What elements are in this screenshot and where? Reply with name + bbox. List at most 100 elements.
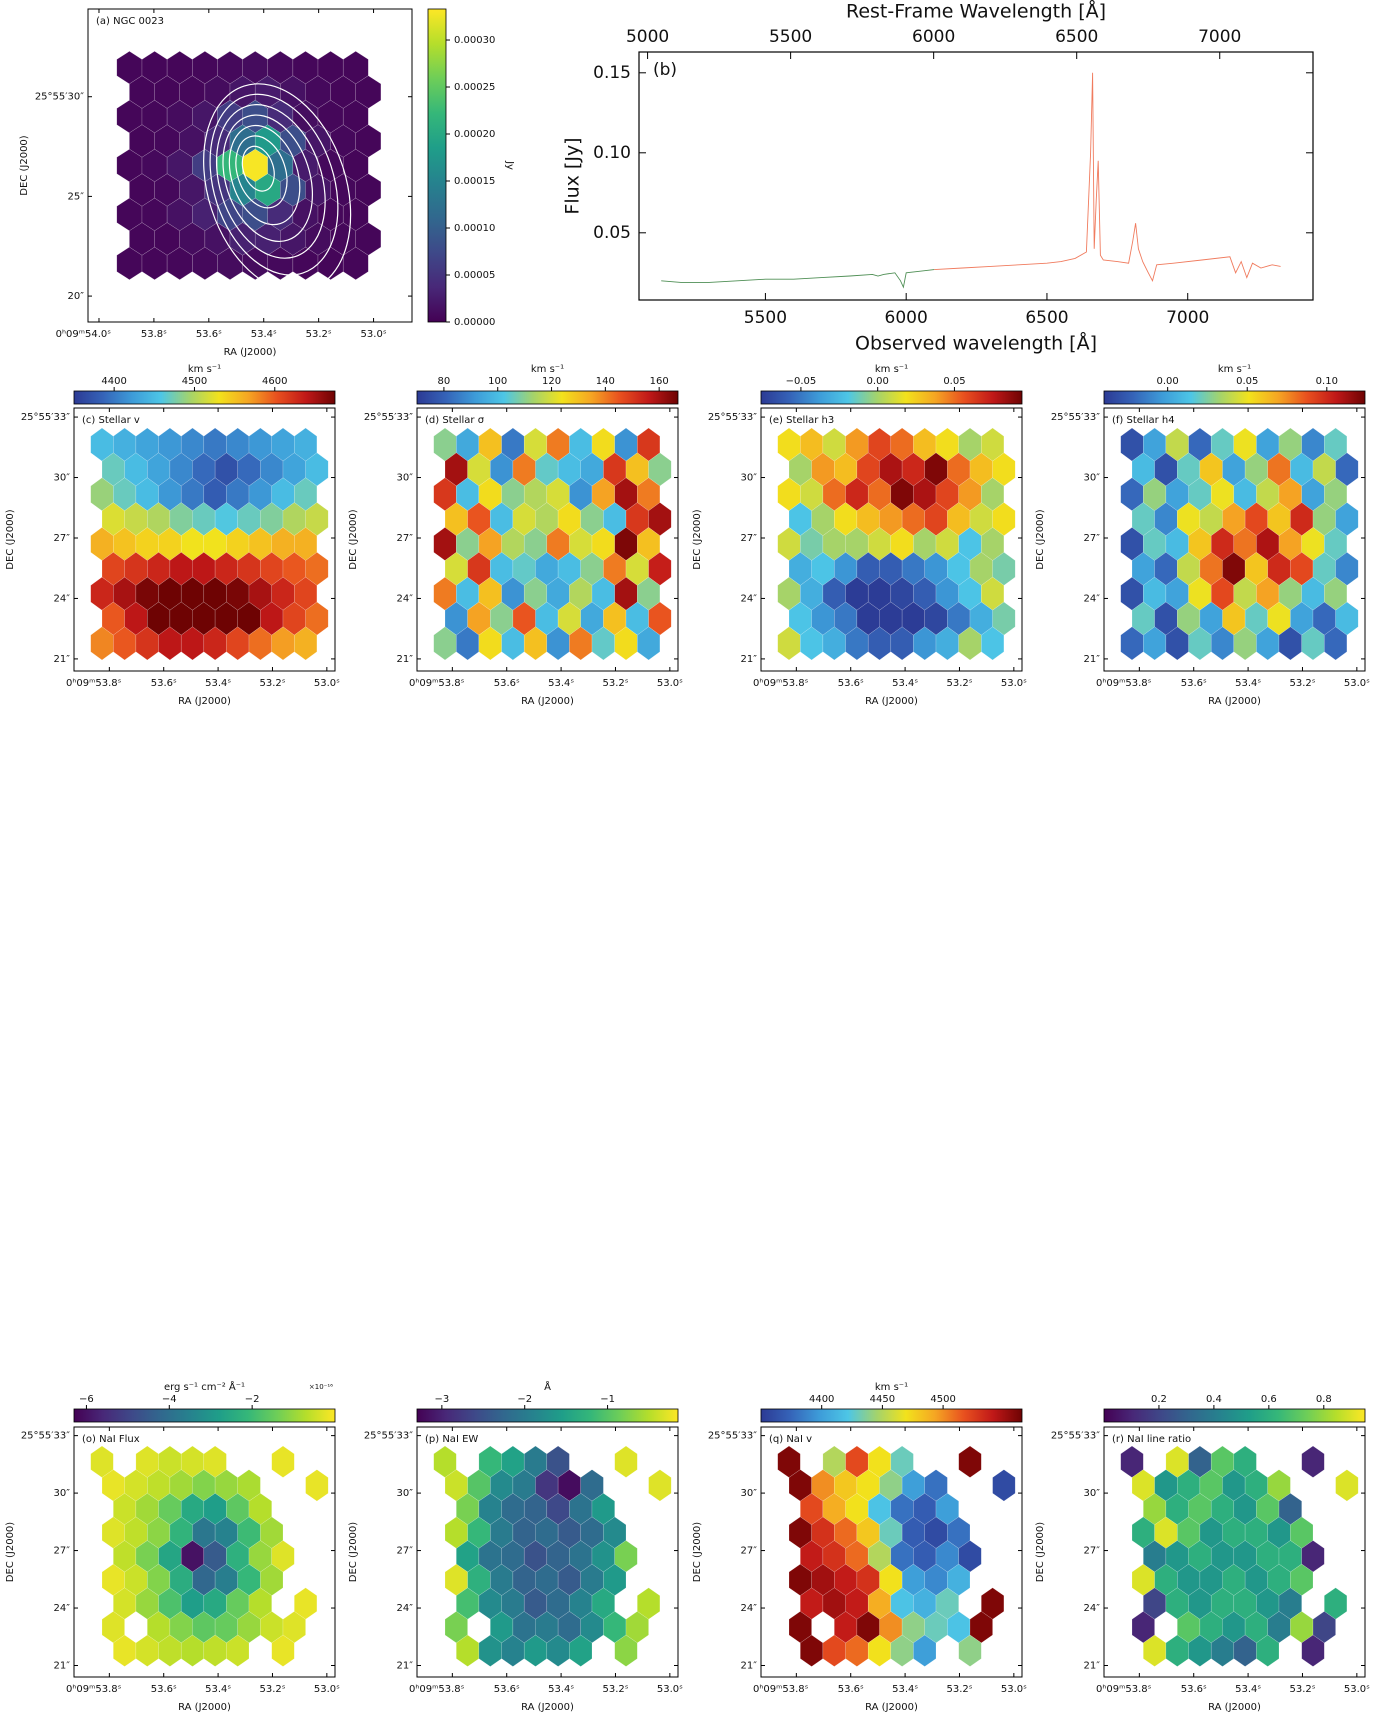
x-tick-label: 53.6ˢ <box>196 329 222 340</box>
colorbar-tick-label: −2 <box>517 1394 532 1405</box>
y-axis-label: DEC (J2000) <box>19 135 30 195</box>
x-axis-label: RA (J2000) <box>865 696 918 707</box>
colorbar-tick-label: 4600 <box>262 376 287 387</box>
frame <box>73 1426 336 1678</box>
panel-title: (e) Stellar h3 <box>769 415 834 426</box>
x-tick-label: 5500 <box>744 308 787 328</box>
y-tick-label: 30″ <box>397 1488 414 1499</box>
y-tick-label: 21″ <box>397 1661 414 1672</box>
colorbar-tick-label: 0.00010 <box>454 223 495 234</box>
hex-cell <box>305 1469 329 1502</box>
y-tick-label: 24″ <box>54 593 71 604</box>
colorbar-tick-label: 4500 <box>930 1394 955 1405</box>
y-tick-label: 30″ <box>741 473 758 484</box>
colorbar-label: Jy <box>504 160 515 170</box>
y-tick-label: 0.05 <box>593 223 631 243</box>
colorbar-tick-label: 4500 <box>182 376 207 387</box>
y-tick-label: 27″ <box>1084 533 1101 544</box>
x-tick-label: 53.2ˢ <box>1289 1684 1315 1695</box>
x-axis-label: RA (J2000) <box>178 1702 231 1713</box>
x-tick-label: 53.2ˢ <box>946 678 972 689</box>
frame <box>638 51 1314 301</box>
x-tick-label: 53.4ˢ <box>1235 1684 1261 1695</box>
x-tick-label: 0ʰ09ᵐ54.0ˢ <box>56 329 112 340</box>
panel-title: (d) Stellar σ <box>425 415 485 426</box>
x-axis-label: RA (J2000) <box>1208 696 1261 707</box>
x-tick-label: 6500 <box>1025 308 1068 328</box>
panel-title: (p) NaI EW <box>425 1434 478 1445</box>
y-axis-label: DEC (J2000) <box>692 509 703 569</box>
x2-tick-label: 6000 <box>912 27 955 47</box>
panel-title: (q) NaI v <box>769 1434 812 1445</box>
colorbar-tick-label: −6 <box>79 1394 94 1405</box>
colorbar <box>416 390 679 405</box>
colorbar-tick-label: 0.8 <box>1316 1394 1332 1405</box>
x-tick-label: 53.0ˢ <box>314 678 340 689</box>
x-tick-label: 53.6ˢ <box>838 678 864 689</box>
hex-cell <box>1301 1634 1325 1667</box>
colorbar <box>760 390 1023 405</box>
colorbar <box>427 8 447 323</box>
y-tick-label: 27″ <box>741 533 758 544</box>
x2-tick-label: 7000 <box>1198 27 1241 47</box>
colorbar-tick-label: 80 <box>438 376 451 387</box>
x2-tick-label: 6500 <box>1055 27 1098 47</box>
y-tick-label: 25°55′33″ <box>21 412 70 423</box>
x-tick-label: 53.4ˢ <box>548 678 574 689</box>
colorbar-tick-label: 0.6 <box>1261 1394 1277 1405</box>
x-tick-label: 53.6ˢ <box>494 678 520 689</box>
frame <box>760 407 1023 672</box>
x-tick-label: 53.6ˢ <box>494 1684 520 1695</box>
hex-cell <box>958 1634 982 1667</box>
y-tick-label: 25°55′33″ <box>1051 1431 1100 1442</box>
hex-cell <box>1256 1634 1280 1667</box>
x-tick-label: 53.2ˢ <box>306 329 332 340</box>
x-tick-label: 53.2ˢ <box>602 1684 628 1695</box>
y-tick-label: 24″ <box>397 593 414 604</box>
y-tick-label: 21″ <box>1084 654 1101 665</box>
x-tick-label: 53.2ˢ <box>1289 678 1315 689</box>
hex-cell <box>569 1634 593 1667</box>
y-tick-label: 21″ <box>397 654 414 665</box>
x-tick-label: 0ʰ09ᵐ53.8ˢ <box>753 678 809 689</box>
frame <box>416 407 679 672</box>
x-tick-label: 53.0ˢ <box>657 678 683 689</box>
colorbar-tick-label: 140 <box>596 376 615 387</box>
x-tick-label: 53.0ˢ <box>314 1684 340 1695</box>
x-axis-label: RA (J2000) <box>865 1702 918 1713</box>
frame <box>87 8 413 323</box>
x-tick-label: 53.2ˢ <box>259 678 285 689</box>
y-tick-label: 27″ <box>741 1546 758 1557</box>
colorbar <box>1103 1408 1366 1423</box>
colorbar <box>760 1408 1023 1423</box>
y-axis-label: DEC (J2000) <box>5 1522 16 1582</box>
hex-cell <box>637 626 661 661</box>
x-axis-label: RA (J2000) <box>1208 1702 1261 1713</box>
colorbar <box>416 1408 679 1423</box>
x-tick-label: 53.8ˢ <box>141 329 167 340</box>
y-tick-label: 27″ <box>54 1546 71 1557</box>
x-tick-label: 53.4ˢ <box>205 1684 231 1695</box>
y-tick-label: 21″ <box>54 1661 71 1672</box>
y-tick-label: 21″ <box>54 654 71 665</box>
colorbar-tick-label: 4400 <box>809 1394 834 1405</box>
y-tick-label: 27″ <box>54 533 71 544</box>
y-tick-label: 25°55′33″ <box>1051 412 1100 423</box>
colorbar-tick-label: 0.00005 <box>454 270 495 281</box>
plot-area <box>639 52 1313 300</box>
hex-cell <box>992 1469 1016 1502</box>
colorbar-label: Å <box>544 1380 551 1393</box>
colorbar-offset: ×10⁻¹⁶ <box>309 1383 333 1391</box>
y-tick-label: 20″ <box>68 291 85 302</box>
hex-cell <box>614 1634 638 1667</box>
colorbar-tick-label: −4 <box>162 1394 177 1405</box>
x-tick-label: 53.0ˢ <box>1344 678 1370 689</box>
x-tick-label: 0ʰ09ᵐ53.8ˢ <box>66 678 122 689</box>
y-tick-label: 25°55′33″ <box>708 412 757 423</box>
y-tick-label: 24″ <box>1084 1603 1101 1614</box>
x-tick-label: 53.4ˢ <box>251 329 277 340</box>
frame <box>1103 407 1366 672</box>
colorbar-label: erg s⁻¹ cm⁻² Å⁻¹ <box>164 1380 245 1393</box>
y-tick-label: 25°55′33″ <box>21 1431 70 1442</box>
